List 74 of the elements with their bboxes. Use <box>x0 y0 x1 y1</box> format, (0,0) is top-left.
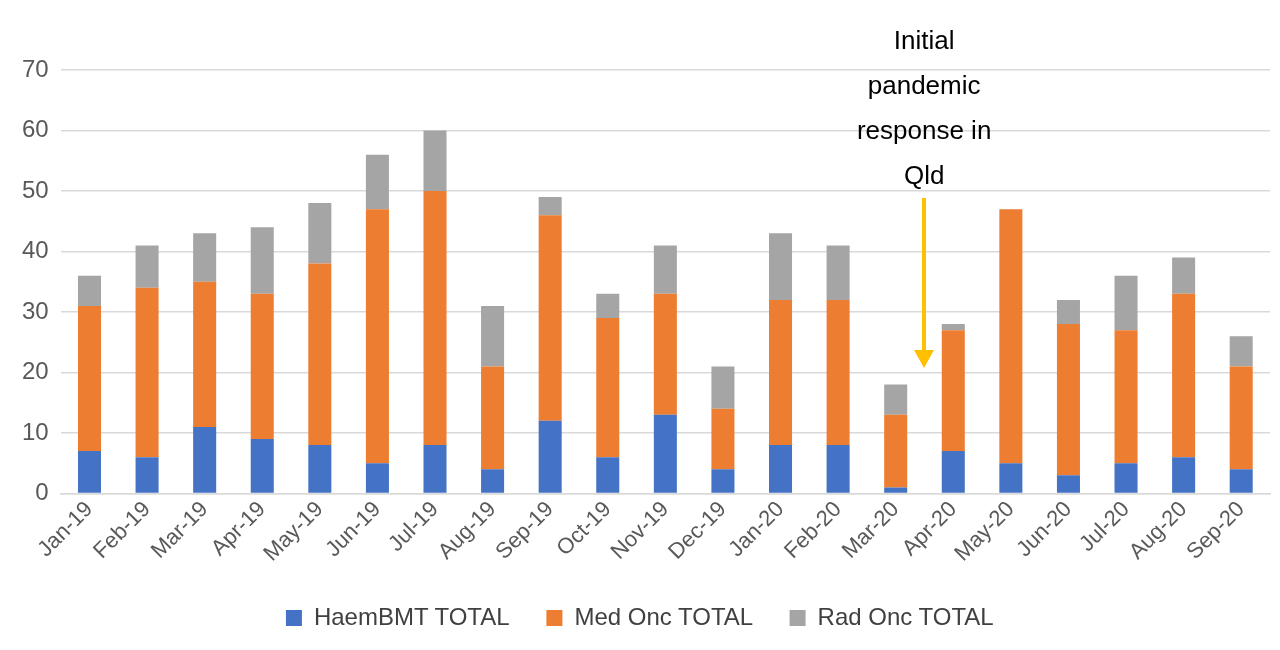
y-tick-label: 30 <box>21 296 49 324</box>
bar <box>77 305 102 452</box>
legend-label: Med Onc TOTAL <box>574 602 754 630</box>
bar <box>538 215 562 421</box>
bar <box>538 197 562 216</box>
bar <box>596 293 620 319</box>
bar <box>250 293 274 440</box>
bar <box>1056 475 1080 493</box>
bar <box>250 439 274 493</box>
y-tick-label: 70 <box>21 54 49 82</box>
bar <box>135 245 159 288</box>
y-tick-label: 10 <box>21 417 49 445</box>
bar <box>769 233 793 300</box>
bar <box>653 245 677 294</box>
bar <box>308 203 332 264</box>
bar <box>1114 330 1138 464</box>
legend-label: Rad Onc TOTAL <box>817 602 994 630</box>
bar <box>941 324 965 331</box>
bar <box>538 420 562 493</box>
bar <box>77 451 102 493</box>
bar <box>193 426 217 493</box>
bar <box>1114 275 1138 331</box>
bar <box>365 209 389 464</box>
bar <box>1172 293 1196 458</box>
bar <box>596 318 620 458</box>
bar <box>423 445 447 493</box>
bar <box>1229 366 1253 470</box>
bar <box>1056 324 1080 476</box>
bar <box>308 445 332 493</box>
y-tick-label: 20 <box>21 357 49 385</box>
bar <box>826 445 850 493</box>
bar <box>481 305 505 367</box>
bar <box>193 281 217 427</box>
bar <box>769 299 793 446</box>
bar <box>711 469 735 493</box>
bar <box>1172 257 1196 294</box>
annotation: Initial pandemic response in Qld <box>856 25 992 190</box>
bar <box>826 299 850 446</box>
bar <box>826 245 850 300</box>
bar <box>711 366 735 409</box>
bar <box>941 330 965 452</box>
y-tick-label: 40 <box>21 236 49 264</box>
bar <box>1114 463 1138 493</box>
bar <box>365 463 389 493</box>
bar <box>1172 457 1196 493</box>
bar <box>884 384 908 415</box>
bar <box>135 287 159 458</box>
y-tick-label: 60 <box>21 115 49 143</box>
legend-label: HaemBMT TOTAL <box>313 602 510 630</box>
bar <box>77 275 102 306</box>
bar <box>711 408 735 470</box>
bar <box>1229 336 1253 367</box>
bar <box>769 445 793 493</box>
y-tick-label: 50 <box>21 175 49 203</box>
bar <box>653 293 677 415</box>
bar <box>941 451 965 493</box>
bar <box>1229 469 1253 493</box>
bar <box>999 209 1023 464</box>
bar <box>135 457 159 493</box>
bar <box>1056 299 1080 325</box>
bar <box>423 130 447 191</box>
y-tick-label: 0 <box>35 478 49 506</box>
bar <box>481 469 505 493</box>
bar <box>596 457 620 493</box>
bar <box>308 263 332 446</box>
bar <box>481 366 505 470</box>
bar <box>423 190 447 446</box>
bar <box>999 463 1023 493</box>
bar <box>193 233 217 282</box>
bar <box>250 227 274 294</box>
bar <box>653 414 677 493</box>
bar <box>884 414 908 488</box>
bar <box>884 487 908 493</box>
bar <box>365 154 389 210</box>
